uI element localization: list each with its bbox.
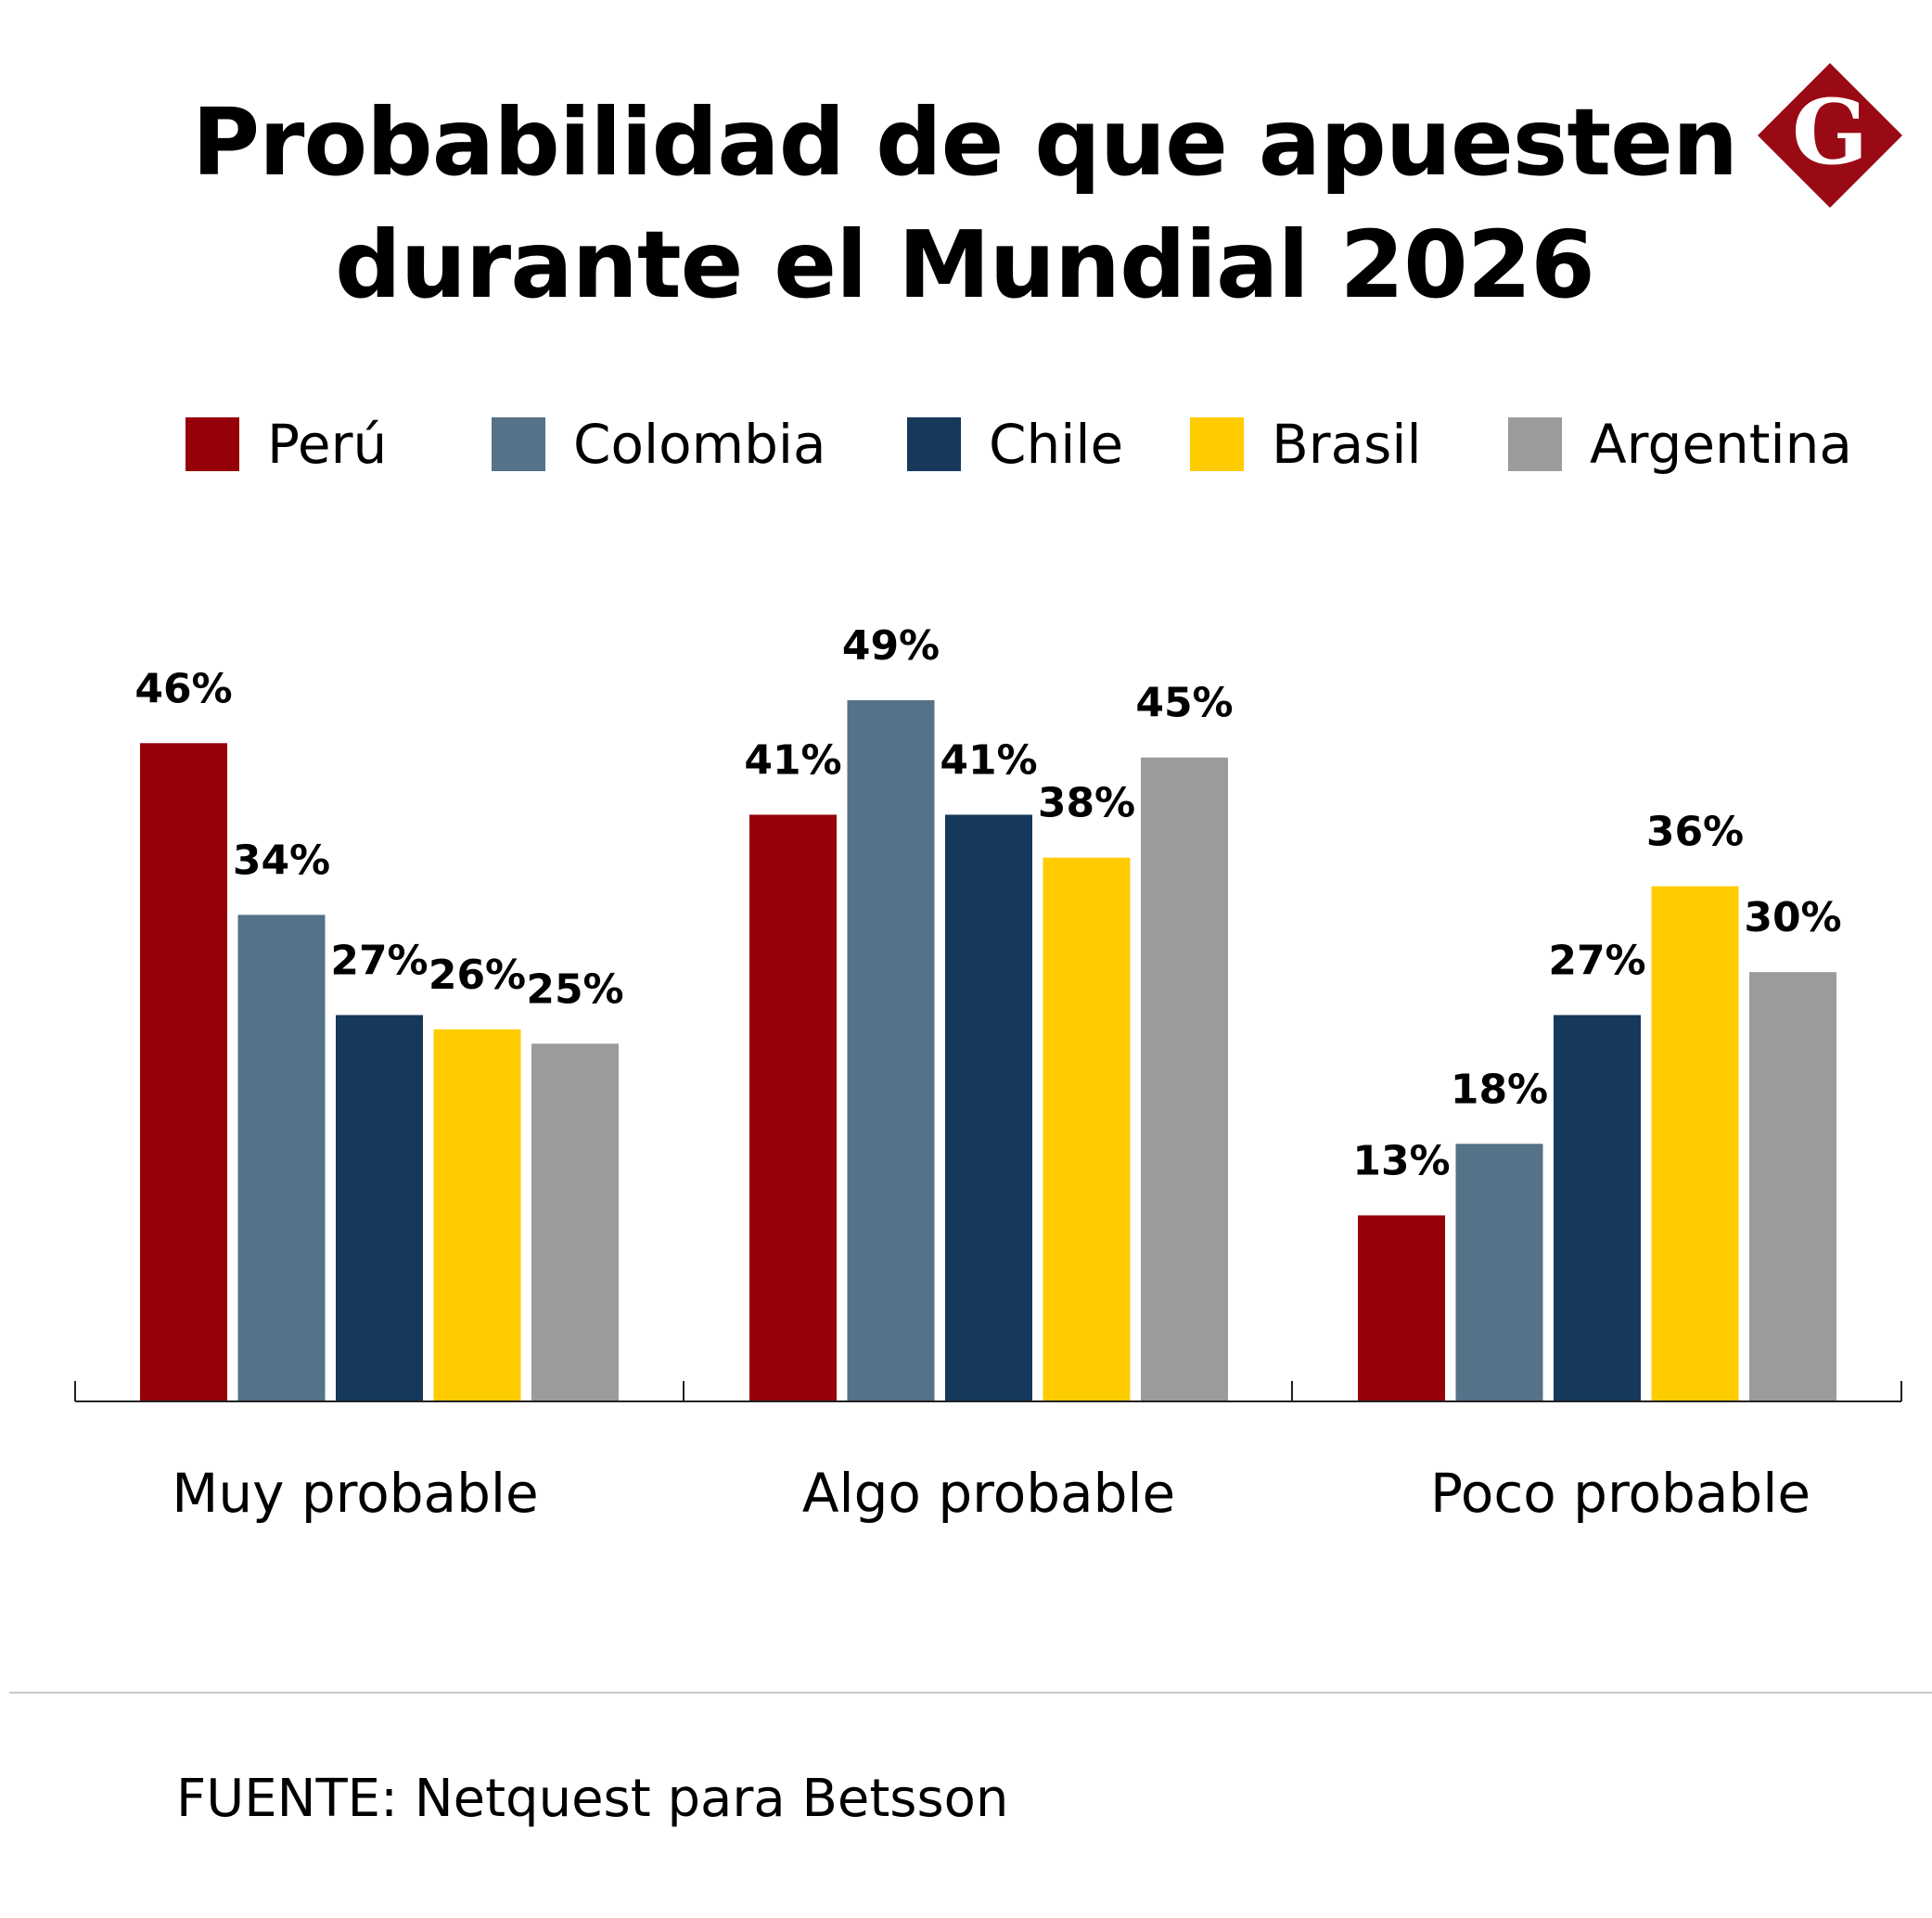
bar-1-1 [847,700,935,1401]
value-label-1-0: 41% [744,736,841,784]
bar-chart: 46%34%27% 26% 25%Muy probable41%49%41%38%4… [74,622,1902,1525]
bar-1-2 [945,814,1032,1401]
logo-letter: G [1792,80,1868,185]
title-line-2: durante el Mundial 2026 [335,211,1595,319]
value-label-0-2: 27% [330,937,428,984]
legend-label: Chile [989,413,1124,476]
legend-swatch [1508,417,1562,471]
bar-2-0 [1358,1215,1445,1401]
bar-2-2 [1554,1015,1641,1401]
bar-2-1 [1455,1144,1543,1401]
chart-title: Probabilidad de que apuesten durante el … [139,82,1790,326]
value-label-0-1: 34% [233,837,330,884]
category-label-1: Algo probable [802,1462,1175,1525]
value-label-2-4: 30% [1744,894,1841,941]
bar-0-3 [433,1029,521,1401]
legend-label: Argentina [1590,413,1852,476]
chart-legend: Perú Colombia Chile Brasil Argentina [0,408,1932,482]
value-label-0-4: 25% [526,965,623,1013]
value-label-2-3: 36% [1646,809,1744,856]
legend-label: Perú [267,413,388,476]
bar-0-1 [237,914,326,1401]
legend-swatch [186,417,239,471]
bar-1-4 [1141,757,1228,1401]
bar-0-4 [531,1043,619,1401]
logo-icon: G [1758,63,1902,208]
legend-swatch [1190,417,1244,471]
bar-0-0 [140,743,227,1401]
bar-1-0 [749,814,837,1401]
logo-diamond [1758,63,1902,208]
bar-0-2 [336,1015,423,1401]
value-label-0-3: 26% [429,952,526,999]
category-label-2: Poco probable [1430,1462,1810,1525]
bar-2-3 [1651,886,1739,1401]
bar-1-3 [1043,857,1131,1401]
bar-2-4 [1749,972,1836,1401]
value-label-1-1: 49% [842,622,940,670]
title-line-1: Probabilidad de que apuesten [191,88,1738,197]
legend-label: Brasil [1272,413,1422,476]
value-label-0-0: 46% [134,665,232,712]
legend-swatch [492,417,545,471]
value-label-2-2: 27% [1548,937,1645,984]
category-label-0: Muy probable [172,1462,538,1525]
legend-swatch [907,417,961,471]
value-label-1-2: 41% [940,736,1037,784]
value-label-1-4: 45% [1135,680,1233,727]
source-note: FUENTE: Netquest para Betsson [176,1769,1009,1829]
value-label-1-3: 38% [1038,780,1135,827]
value-label-2-0: 13% [1352,1137,1450,1184]
value-label-2-1: 18% [1451,1066,1548,1113]
legend-label: Colombia [573,413,826,476]
divider [9,1692,1932,1694]
